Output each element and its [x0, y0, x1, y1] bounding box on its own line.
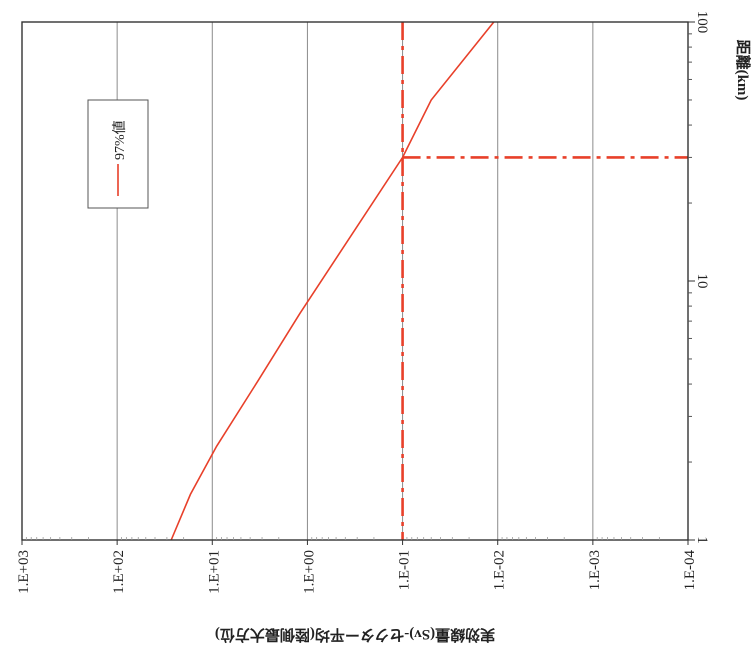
x-tick-label: 1.E+03 — [16, 550, 32, 594]
x-tick-label: 1.E-04 — [682, 550, 698, 591]
legend-label-97: 97%値 — [112, 120, 128, 160]
x-axis-label: 実効線量(Sv)-セクター平均(陸側最大方位) — [215, 626, 495, 644]
legend: 97%値 — [88, 100, 148, 208]
x-tick-label: 1.E+02 — [111, 550, 127, 594]
x-tick-label: 1.E+01 — [206, 550, 222, 594]
x-tick-label: 1.E-02 — [492, 550, 508, 590]
y-tick-label: 10 — [694, 274, 710, 289]
y-tick-label: 100 — [694, 11, 710, 34]
x-tick-label: 1.E+00 — [301, 550, 317, 594]
y-tick-label: 1 — [694, 536, 710, 544]
y-axis-label: 距離(km) — [734, 40, 752, 101]
x-tick-label: 1.E-01 — [397, 550, 413, 590]
x-tick-label: 1.E-03 — [587, 550, 603, 590]
